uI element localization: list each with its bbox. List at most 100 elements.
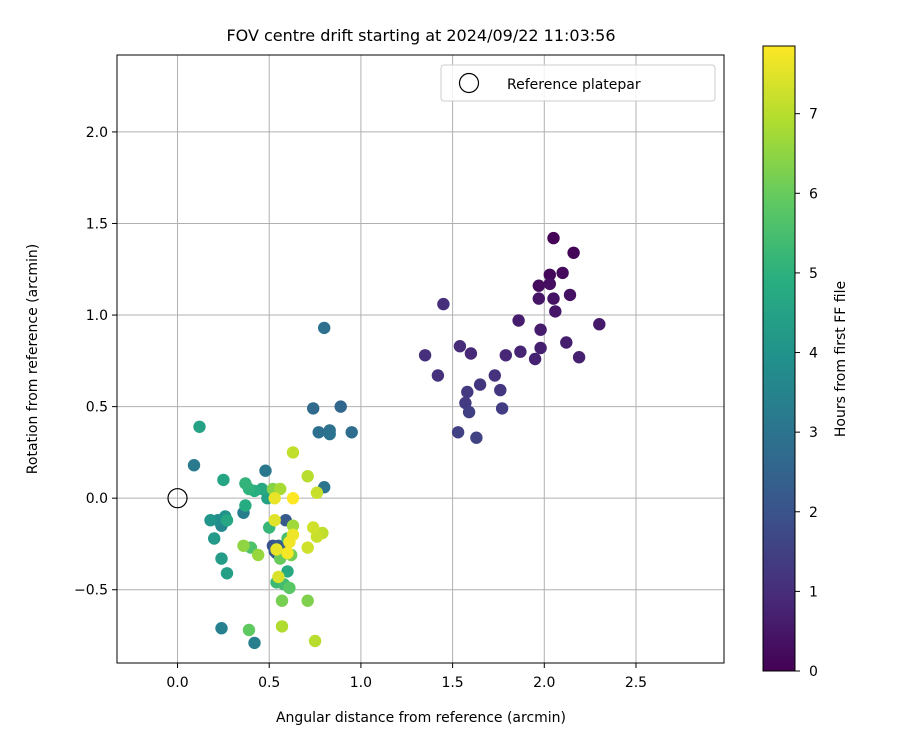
colorbar-tick-label: 1 [809, 584, 818, 600]
x-tick-label: 0.0 [166, 675, 188, 691]
scatter-point [220, 514, 234, 527]
scatter-point [187, 459, 201, 472]
y-axis-ticks: −0.5 0.0 0.5 1.0 1.5 2.0 [74, 125, 117, 599]
scatter-point [534, 341, 547, 355]
reference-platepar-marker [167, 488, 188, 509]
scatter-point [437, 297, 450, 311]
colorbar-tick-label: 4 [809, 346, 818, 362]
scatter-point [464, 347, 478, 360]
scatter-point [220, 567, 234, 580]
scatter-point [461, 385, 474, 399]
colorbar-tick-label: 2 [809, 505, 818, 521]
scatter-point [283, 581, 296, 595]
scatter-point [563, 288, 577, 302]
scatter-point [301, 470, 314, 483]
scatter-point [310, 486, 324, 499]
scatter-point [494, 383, 507, 397]
x-tick-label: 1.5 [441, 675, 463, 691]
scatter-point [268, 492, 281, 505]
grid-lines [117, 55, 724, 663]
legend: Reference platepar [440, 64, 716, 102]
y-tick-label: −0.5 [74, 583, 108, 599]
scatter-point [307, 402, 320, 415]
scatter-point [270, 543, 283, 556]
scatter-point [549, 305, 562, 318]
scatter-point [215, 552, 228, 565]
scatter-point [272, 570, 285, 584]
scatter-point [239, 477, 252, 490]
scatter-point [418, 349, 432, 362]
colorbar-tick-label: 7 [809, 107, 818, 123]
scatter-point [514, 345, 527, 358]
scatter-point [572, 351, 586, 364]
scatter-point [281, 565, 294, 578]
legend-reference-marker [458, 72, 480, 94]
scatter-point [534, 323, 547, 336]
scatter-point [488, 369, 501, 382]
scatter-point [593, 318, 606, 331]
scatter-point [275, 620, 289, 633]
scatter-point [301, 541, 314, 554]
colorbar-ticks: 0 1 2 3 4 5 6 7 [795, 107, 818, 680]
x-axis-label: Angular distance from reference (arcmin) [276, 710, 566, 726]
scatter-point [312, 426, 325, 439]
colorbar-tick-label: 6 [809, 186, 818, 202]
y-axis-label: Rotation from reference (arcmin) [25, 244, 41, 474]
y-tick-label: 0.5 [86, 400, 108, 416]
scatter-point [495, 402, 509, 415]
y-tick-label: 1.0 [86, 308, 108, 324]
scatter-point [204, 514, 217, 527]
scatter-point [567, 246, 580, 259]
scatter-point [217, 473, 230, 487]
scatter-point [268, 514, 281, 527]
x-tick-label: 2.0 [533, 675, 555, 691]
scatter-point [532, 292, 545, 305]
colorbar-tick-label: 0 [809, 664, 818, 680]
scatter-point [323, 427, 336, 441]
scatter-point [318, 321, 331, 335]
scatter-point [543, 268, 556, 281]
colorbar-gradient [762, 45, 796, 672]
scatter-point [215, 622, 228, 635]
scatter-point [307, 521, 320, 534]
colorbar-tick-label: 5 [809, 266, 818, 282]
scatter-point [208, 532, 221, 545]
scatter-point [512, 314, 525, 327]
scatter-point [547, 292, 560, 305]
scatter-point [431, 369, 445, 382]
scatter-point [193, 420, 206, 433]
y-tick-label: 0.0 [86, 491, 108, 507]
x-tick-label: 0.5 [258, 675, 280, 691]
scatter-point [473, 378, 487, 391]
scatter-point [301, 594, 314, 607]
scatter-point [259, 464, 272, 477]
scatter-point [275, 594, 289, 607]
scatter-point [532, 279, 545, 292]
y-tick-label: 2.0 [86, 125, 108, 141]
scatter-point [547, 231, 560, 245]
scatter-point [462, 405, 476, 419]
scatter-point [281, 546, 294, 560]
x-tick-label: 1.0 [350, 675, 372, 691]
scatter-point [248, 636, 261, 650]
scatter-point [286, 519, 300, 532]
reference-marker-layer [167, 488, 188, 509]
scatter-point [451, 426, 465, 439]
scatter-point [283, 535, 296, 549]
scatter-point [453, 340, 467, 353]
data-points [187, 231, 606, 650]
scatter-point [286, 446, 300, 459]
x-tick-label: 2.5 [625, 675, 647, 691]
scatter-point [528, 352, 542, 366]
scatter-point [470, 431, 483, 444]
scatter-point [543, 277, 556, 291]
scatter-point [239, 499, 252, 512]
colorbar-tick-label: 3 [809, 425, 818, 441]
scatter-point [556, 266, 569, 280]
legend-label: Reference platepar [507, 77, 641, 93]
scatter-point [274, 482, 287, 496]
scatter-point [252, 548, 265, 562]
scatter-point [308, 634, 322, 648]
scatter-point [560, 336, 573, 349]
